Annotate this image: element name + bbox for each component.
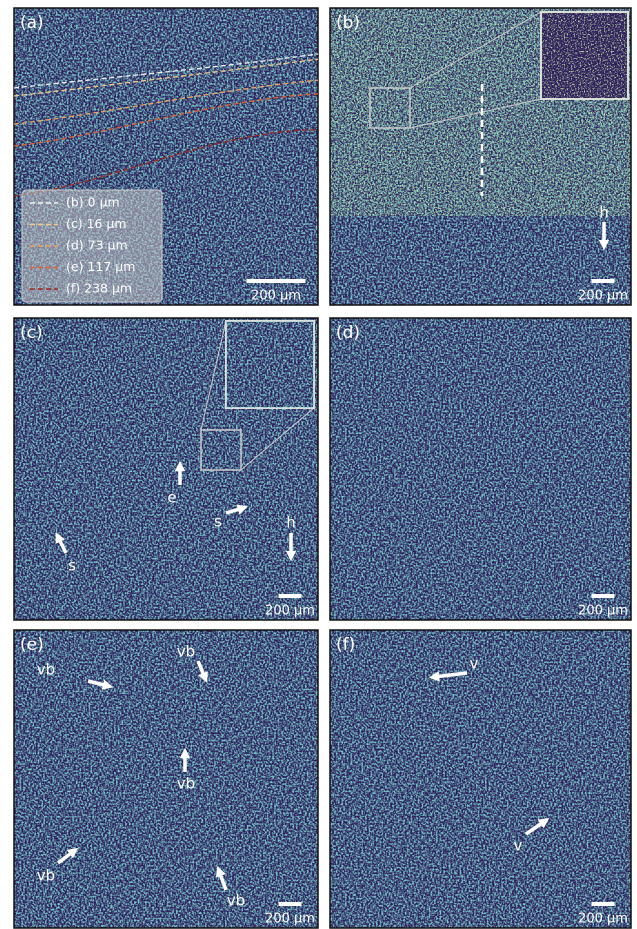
annotation: s (68, 557, 76, 575)
annotation: e (167, 489, 176, 507)
inset-box (200, 429, 242, 471)
annotation: v (470, 655, 479, 673)
inset-texture (541, 12, 628, 99)
depth-line (13, 79, 319, 125)
arrow (56, 847, 79, 865)
scale-bar-label: 200 µm (265, 604, 315, 619)
annotation: vb (177, 775, 195, 793)
scale-bar-label: 200 µm (578, 604, 628, 619)
scale-bar-label: 200 µm (251, 289, 301, 304)
legend-entry: (c) 16 µm (66, 216, 127, 231)
legend-box (21, 189, 163, 303)
annotation: s (214, 513, 222, 531)
inset-link (200, 320, 227, 431)
panel-label: (c) (20, 323, 43, 343)
arrow (225, 504, 249, 515)
image-frame (13, 317, 319, 621)
legend-entry: (e) 117 µm (66, 259, 135, 274)
image-frame (13, 629, 319, 929)
inset-box (369, 87, 411, 129)
annotation: vb (177, 643, 195, 661)
legend-entry: (f) 238 µm (66, 281, 132, 296)
scale-bar-label: 200 µm (578, 289, 628, 304)
image-frame (329, 7, 632, 306)
panel-label: (d) (336, 323, 360, 343)
arrow (215, 866, 228, 891)
legend-entry: (b) 0 µm (66, 195, 120, 210)
scale-bar-label: 200 µm (265, 912, 315, 927)
legend-entry: (d) 73 µm (66, 238, 128, 253)
annotation: vb (37, 867, 55, 885)
panel-label: (f) (336, 635, 355, 655)
arrow (428, 671, 468, 682)
scale-bar-label: 200 µm (578, 912, 628, 927)
image-texture (330, 318, 631, 620)
inset-link (409, 11, 542, 89)
arrow (55, 532, 68, 554)
image-texture (14, 630, 318, 928)
inset-link (409, 98, 542, 129)
image-frame (13, 7, 319, 306)
depth-line (13, 58, 319, 97)
annotation: vb (37, 661, 55, 679)
arrow (525, 818, 550, 836)
panel-label: (b) (336, 13, 360, 33)
annotation: h (286, 514, 296, 532)
depth-line (13, 93, 319, 147)
annotation: h (599, 204, 609, 222)
arrow (196, 660, 208, 683)
image-texture (330, 630, 631, 928)
arrow (87, 679, 114, 690)
inset-texture (226, 321, 314, 408)
image-frame (329, 317, 632, 621)
image-frame (329, 629, 632, 929)
annotation: vb (227, 892, 245, 910)
panel-label: (a) (20, 13, 44, 33)
depth-line (13, 53, 319, 89)
annotation: v (514, 837, 523, 855)
panel-label: (e) (20, 635, 44, 655)
inset-link (240, 407, 315, 471)
